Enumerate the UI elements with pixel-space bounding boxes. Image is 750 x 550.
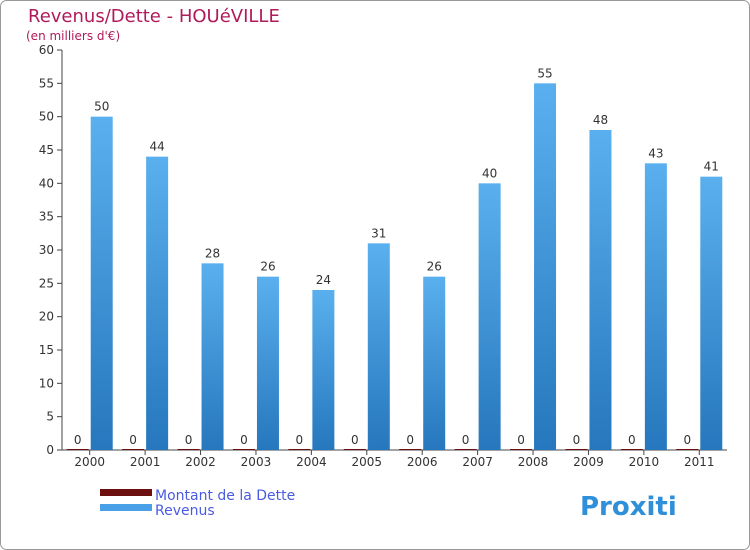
proxiti-logo: Proxiti	[580, 492, 677, 522]
data-label-dette: 0	[74, 433, 82, 447]
bar-dette	[122, 449, 145, 450]
data-label-revenus: 48	[593, 113, 608, 127]
bar-dette	[66, 449, 89, 450]
data-label-dette: 0	[240, 433, 248, 447]
bar-revenus	[478, 183, 501, 451]
bar-revenus	[700, 176, 723, 450]
data-labels: 0 50 0 44 0 28 0 26 0 24 0 31 0 26 0 40 0 55 0 48 0 43 0 41	[74, 66, 719, 447]
y-tick-label: 35	[39, 210, 54, 224]
y-tick-label: 25	[39, 276, 54, 290]
bar-revenus	[146, 156, 169, 450]
x-tick-label: 2011	[684, 455, 715, 469]
data-label-dette: 0	[517, 433, 525, 447]
data-label-dette: 0	[185, 433, 193, 447]
y-tick-label: 0	[46, 443, 54, 457]
data-label-dette: 0	[628, 433, 636, 447]
data-label-revenus: 55	[537, 66, 552, 80]
plot-background	[62, 50, 727, 450]
x-tick-label: 2005	[352, 455, 383, 469]
bar-revenus	[201, 263, 224, 450]
bar-revenus	[534, 83, 557, 450]
y-tick-label: 30	[39, 243, 54, 257]
data-label-revenus: 26	[427, 260, 442, 274]
x-tick-label: 2004	[296, 455, 327, 469]
data-label-dette: 0	[573, 433, 581, 447]
legend: Montant de la Dette Revenus	[100, 488, 295, 519]
bar-revenus	[644, 163, 667, 451]
data-label-revenus: 44	[149, 140, 164, 154]
x-axis: 2000 2001 2002 2003 2004 2005 2006 2007 2008 2009…	[62, 449, 727, 469]
data-label-revenus: 31	[371, 226, 386, 240]
bar-dette	[288, 449, 311, 450]
y-tick-label: 5	[46, 410, 54, 424]
x-tick-label: 2003	[241, 455, 272, 469]
data-label-dette: 0	[296, 433, 304, 447]
y-tick-label: 10	[39, 376, 54, 390]
bar-dette	[565, 449, 588, 450]
data-label-revenus: 24	[316, 273, 331, 287]
data-label-dette: 0	[683, 433, 691, 447]
bar-revenus	[256, 276, 279, 450]
bar-revenus	[589, 130, 612, 450]
y-tick-label: 60	[39, 43, 54, 57]
x-tick-label: 2001	[130, 455, 161, 469]
logo-text: Proxiti	[580, 492, 677, 522]
y-tick-label: 55	[39, 76, 54, 90]
legend-swatch-revenus	[100, 504, 152, 511]
x-tick-label: 2000	[74, 455, 105, 469]
legend-swatch-dette	[100, 489, 152, 496]
bar-dette	[510, 449, 533, 450]
x-tick-label: 2010	[629, 455, 660, 469]
data-label-revenus: 26	[260, 260, 275, 274]
x-tick-label: 2007	[462, 455, 493, 469]
chart-title: Revenus/Dette - HOUéVILLE	[28, 6, 280, 27]
legend-label-dette: Montant de la Dette	[155, 488, 295, 504]
data-label-dette: 0	[406, 433, 414, 447]
y-tick-label: 15	[39, 343, 54, 357]
data-label-revenus: 28	[205, 246, 220, 260]
y-tick-label: 20	[39, 310, 54, 324]
plot-area	[62, 50, 727, 450]
y-tick-label: 50	[39, 110, 54, 124]
x-tick-label: 2009	[573, 455, 604, 469]
y-tick-label: 45	[39, 143, 54, 157]
x-tick-label: 2006	[407, 455, 438, 469]
data-label-revenus: 43	[648, 146, 663, 160]
bars	[66, 83, 723, 451]
bar-dette	[399, 449, 422, 450]
bar-dette	[343, 449, 366, 450]
bar-dette	[676, 449, 699, 450]
x-tick-label: 2002	[185, 455, 216, 469]
bar-revenus	[90, 116, 113, 451]
chart-subtitle: (en milliers d'€)	[26, 29, 120, 43]
bar-dette	[232, 449, 255, 450]
bar-revenus	[367, 243, 390, 450]
bar-dette	[454, 449, 477, 450]
bar-dette	[620, 449, 643, 450]
data-label-revenus: 50	[94, 100, 109, 114]
data-label-revenus: 40	[482, 166, 497, 180]
data-label-revenus: 41	[704, 160, 719, 174]
data-label-dette: 0	[351, 433, 359, 447]
y-tick-label: 40	[39, 176, 54, 190]
data-label-dette: 0	[129, 433, 137, 447]
y-axis: 0 5 10 15 20 25 30 35 40 45 50 55 60	[39, 43, 63, 457]
bar-dette	[177, 449, 200, 450]
x-tick-label: 2008	[518, 455, 549, 469]
legend-label-revenus: Revenus	[155, 503, 215, 519]
bar-revenus	[312, 290, 335, 450]
bar-revenus	[423, 276, 446, 450]
data-label-dette: 0	[462, 433, 470, 447]
